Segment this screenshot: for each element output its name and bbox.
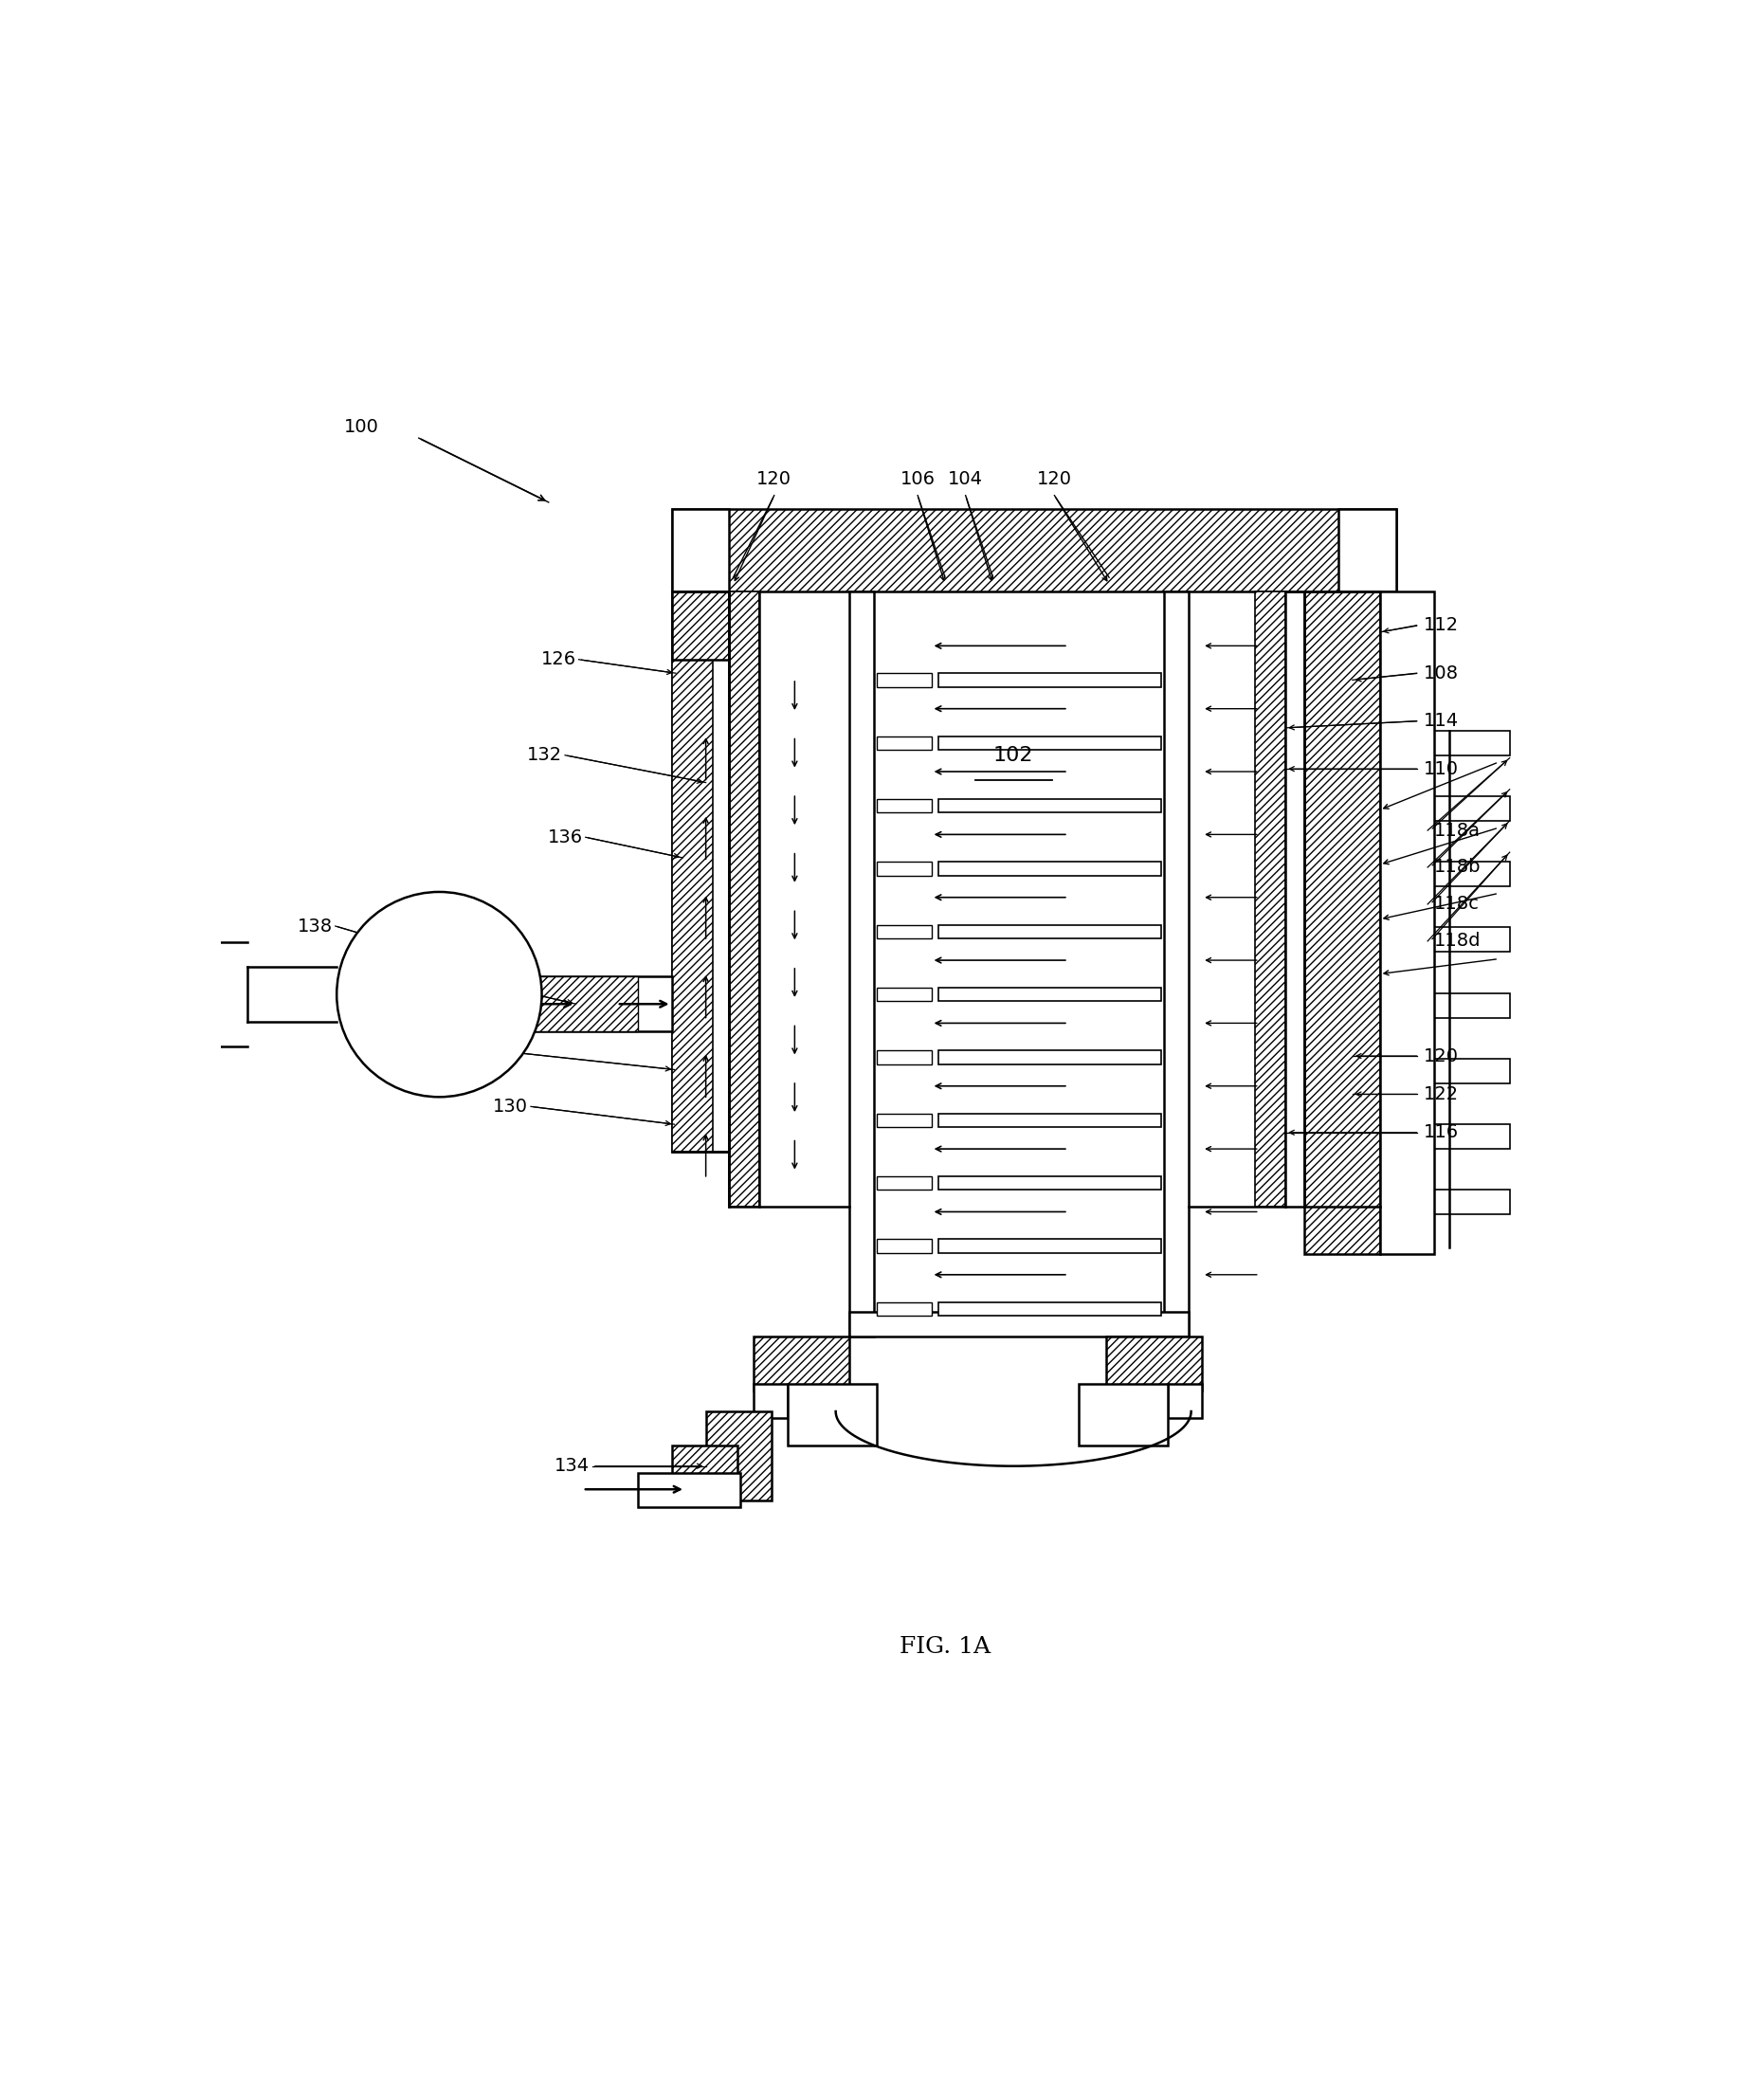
Bar (753, 1384, 789, 1418)
Text: 118c: 118c (1434, 895, 1480, 914)
Bar (938, 1177, 1161, 1190)
Bar (1256, 592, 1286, 1207)
Text: 138: 138 (298, 918, 333, 935)
Bar (877, 673, 931, 686)
Bar (522, 976, 637, 1031)
Bar (877, 1112, 931, 1127)
Bar (1390, 1190, 1510, 1215)
Text: 118b: 118b (1434, 857, 1482, 876)
Bar (877, 799, 931, 813)
Bar (938, 861, 1161, 876)
Text: 130: 130 (492, 1098, 527, 1115)
Bar (877, 736, 931, 751)
Text: 134: 134 (554, 1457, 589, 1474)
Bar (850, 1311, 1189, 1336)
Bar (1390, 730, 1510, 755)
Text: 120: 120 (757, 470, 792, 489)
Bar (522, 976, 672, 1031)
Text: 120: 120 (1037, 470, 1073, 489)
Bar (1339, 508, 1397, 592)
Bar (672, 1445, 737, 1499)
Bar (1390, 928, 1510, 951)
Bar (938, 799, 1161, 813)
Text: 120: 120 (1424, 1048, 1459, 1064)
Bar (877, 1240, 931, 1253)
Bar (938, 1303, 1161, 1315)
Text: FIG. 1A: FIG. 1A (900, 1635, 991, 1658)
Text: 114: 114 (1424, 713, 1459, 730)
Bar (938, 736, 1161, 751)
Bar (850, 592, 873, 1336)
Text: 100: 100 (344, 418, 379, 437)
Bar (206, 943, 217, 1046)
Bar (672, 508, 1397, 592)
Bar (877, 861, 931, 876)
Bar (938, 1240, 1161, 1253)
Circle shape (337, 893, 542, 1098)
Bar (877, 1050, 931, 1064)
Text: 116: 116 (1424, 1123, 1459, 1142)
Text: 110: 110 (1424, 759, 1459, 778)
Bar (1390, 1058, 1510, 1083)
Text: 122: 122 (1424, 1085, 1459, 1104)
Bar (1164, 592, 1189, 1336)
Text: 128: 128 (437, 972, 473, 989)
Bar (938, 1112, 1161, 1127)
Bar (1168, 1384, 1201, 1418)
Bar (1390, 797, 1510, 822)
Bar (789, 1384, 877, 1445)
Bar (938, 673, 1161, 686)
Text: 104: 104 (947, 470, 983, 489)
Text: 108: 108 (1424, 665, 1459, 682)
Bar (1390, 861, 1510, 887)
Bar (1080, 1384, 1168, 1445)
Bar (1390, 993, 1510, 1018)
Text: 102: 102 (993, 746, 1034, 765)
Bar (877, 1303, 931, 1315)
Text: 124: 124 (445, 1039, 480, 1058)
Text: 126: 126 (542, 650, 577, 669)
Bar (672, 508, 729, 592)
Bar (877, 924, 931, 939)
Text: 118a: 118a (1434, 822, 1482, 838)
Bar (877, 1177, 931, 1190)
Text: 112: 112 (1424, 617, 1459, 634)
Bar (938, 1050, 1161, 1064)
Text: 106: 106 (900, 470, 935, 489)
Bar (672, 592, 729, 659)
Bar (938, 987, 1161, 1002)
Bar (938, 924, 1161, 939)
Text: 136: 136 (547, 828, 582, 847)
Bar (1305, 592, 1379, 1255)
Bar (706, 1411, 771, 1499)
Bar (1106, 1336, 1201, 1391)
Bar (637, 1472, 741, 1508)
Bar (877, 987, 931, 1002)
Bar (1390, 1125, 1510, 1148)
Bar (729, 592, 759, 1207)
Bar (672, 592, 729, 1152)
Bar (753, 1336, 850, 1391)
Text: 132: 132 (527, 746, 563, 763)
Bar (1379, 592, 1434, 1255)
Bar (672, 592, 713, 1152)
Text: 118d: 118d (1434, 933, 1482, 949)
